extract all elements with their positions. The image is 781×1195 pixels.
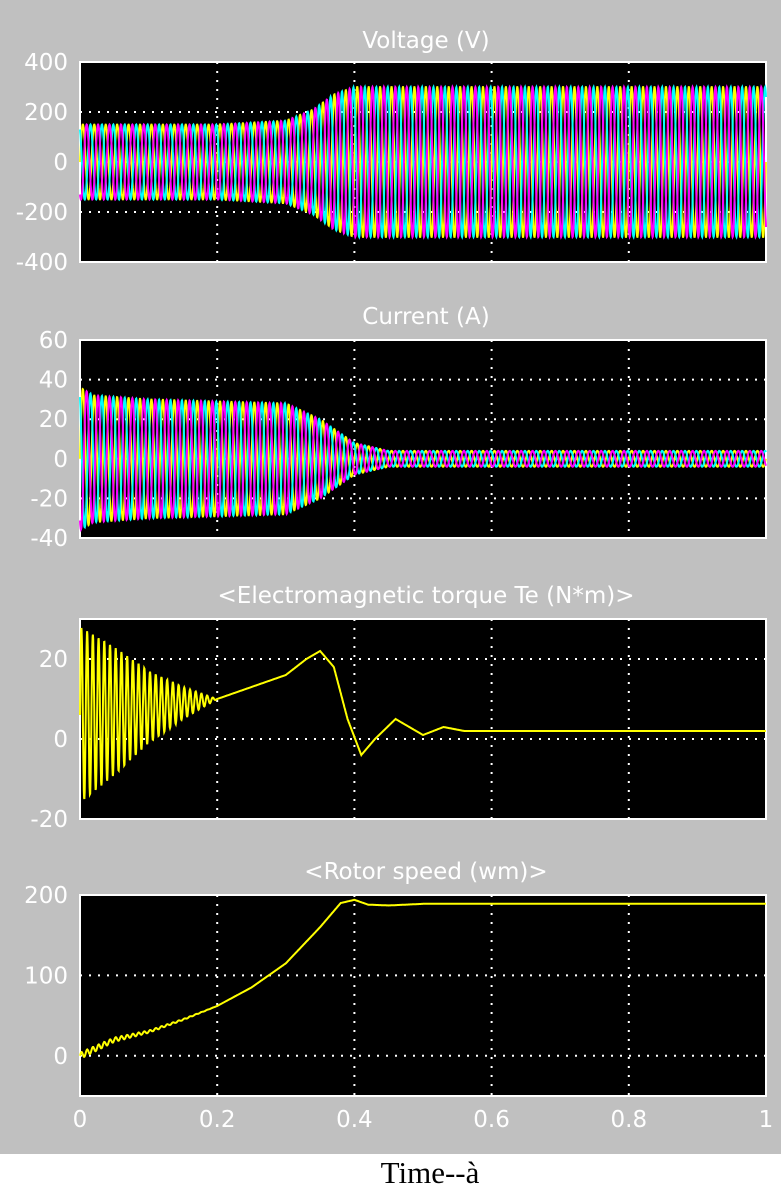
speed-title: <Rotor speed (wm)>	[304, 859, 547, 885]
voltage-trace-1	[79, 84, 767, 240]
speed-panel: <Rotor speed (wm)> 200 100 0	[24, 859, 767, 1097]
current-ytick-4: -20	[30, 486, 68, 512]
time-tick-5: 1	[759, 1107, 774, 1133]
voltage-title: Voltage (V)	[362, 28, 489, 54]
torque-ytick-2: -20	[30, 807, 68, 833]
torque-grid	[80, 619, 766, 819]
current-y-ticks: 60 40 20 0 -20 -40	[30, 328, 68, 552]
current-title: Current (A)	[362, 304, 489, 330]
speed-y-ticks: 200 100 0	[24, 883, 68, 1070]
time-tick-0: 0	[73, 1107, 88, 1133]
time-tick-1: 0.2	[199, 1107, 236, 1133]
time-tick-2: 0.4	[336, 1107, 373, 1133]
current-trace-0	[79, 387, 767, 527]
torque-traces	[79, 627, 766, 800]
current-ytick-5: -40	[30, 526, 68, 552]
current-trace-1	[79, 391, 767, 530]
x-axis-caption: Time--à	[381, 1155, 480, 1190]
voltage-ytick-2: 0	[53, 150, 68, 176]
voltage-ytick-4: -400	[16, 250, 68, 276]
time-tick-3: 0.6	[473, 1107, 510, 1133]
torque-panel: <Electromagnetic torque Te (N*m)> 20 0 -20	[30, 583, 767, 833]
voltage-ytick-0: 400	[24, 50, 68, 76]
torque-ytick-1: 0	[53, 727, 68, 753]
torque-plot-area	[79, 618, 767, 820]
voltage-trace-0	[79, 86, 767, 238]
voltage-ytick-1: 200	[24, 100, 68, 126]
current-ytick-2: 20	[39, 407, 68, 433]
current-panel: Current (A) 60 40 20 0 -20 -40	[30, 304, 767, 552]
speed-plot-area	[79, 894, 767, 1097]
current-ytick-0: 60	[39, 328, 68, 354]
speed-ytick-1: 100	[24, 963, 68, 989]
time-axis-ticks: 0 0.2 0.4 0.6 0.8 1	[73, 1107, 774, 1133]
time-tick-4: 0.8	[611, 1107, 648, 1133]
speed-grid	[80, 895, 766, 1096]
current-trace-2	[79, 389, 767, 533]
torque-trace-0	[79, 627, 766, 800]
voltage-panel: Voltage (V) 400 200 0 -200 -400	[16, 28, 767, 276]
torque-ytick-0: 20	[39, 647, 68, 673]
voltage-traces	[79, 84, 767, 240]
torque-title: <Electromagnetic torque Te (N*m)>	[218, 583, 635, 609]
speed-trace-0	[79, 898, 766, 1059]
voltage-ytick-3: -200	[16, 200, 68, 226]
torque-y-ticks: 20 0 -20	[30, 647, 68, 833]
speed-traces	[79, 898, 766, 1059]
current-ytick-3: 0	[53, 447, 68, 473]
speed-ytick-2: 0	[53, 1044, 68, 1070]
voltage-y-ticks: 400 200 0 -200 -400	[16, 50, 68, 276]
voltage-trace-2	[79, 84, 767, 240]
speed-ytick-0: 200	[24, 883, 68, 909]
current-traces	[79, 387, 767, 533]
current-ytick-1: 40	[39, 368, 68, 394]
